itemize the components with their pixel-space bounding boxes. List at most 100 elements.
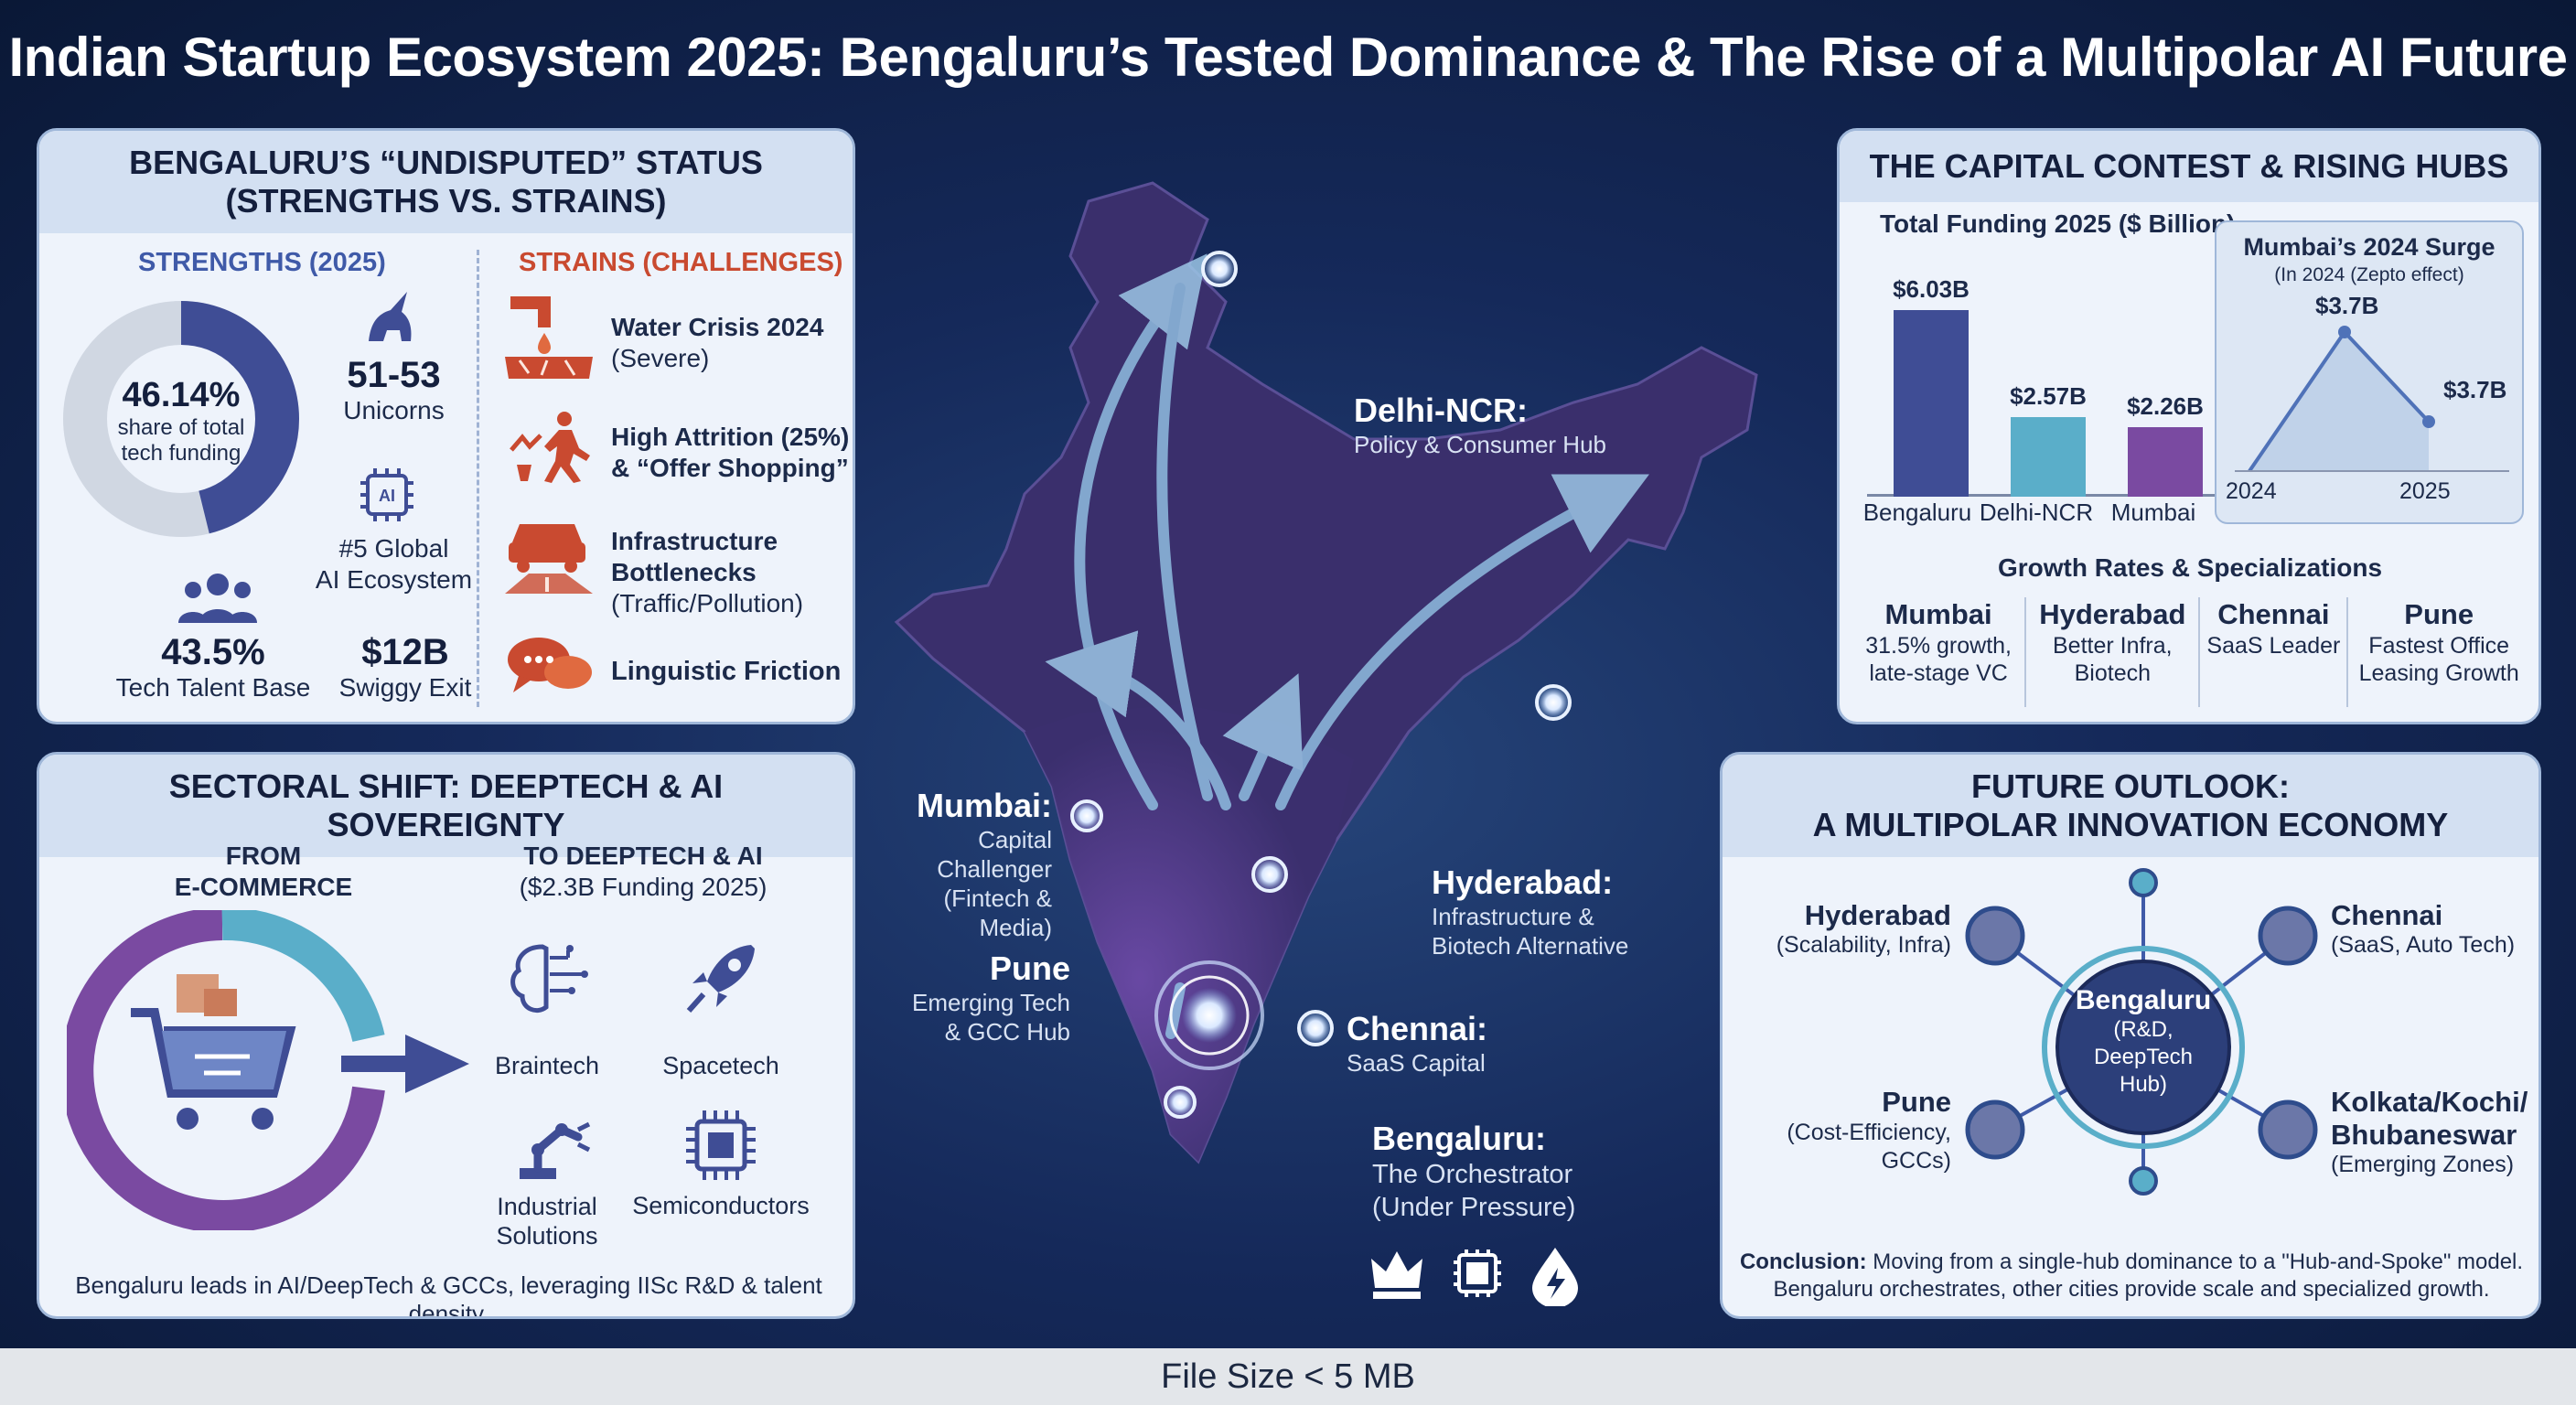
strain-water: Water Crisis 2024 (Severe) (611, 313, 824, 372)
page-title: Indian Startup Ecosystem 2025: Bengaluru… (8, 27, 2569, 88)
ai-chip-icon: AI (360, 468, 413, 521)
chennai-node[interactable] (1297, 1010, 1334, 1046)
bengaluru-node[interactable] (1154, 960, 1264, 1070)
capital-panel-heading: THE CAPITAL CONTEST & RISING HUBS (1840, 131, 2538, 202)
donut-arc (63, 301, 299, 537)
bar-category-label: Bengaluru (1862, 499, 1972, 526)
bengaluru-icons (1371, 1248, 1578, 1306)
mumbai-node[interactable] (1070, 799, 1103, 832)
hub-node-bengaluru[interactable] (2055, 960, 2231, 1135)
funding-bar (1894, 309, 1969, 497)
outlook-panel: FUTURE OUTLOOK: A MULTIPOLAR INNOVATION … (1720, 752, 2541, 1319)
shopping-cart-icon (131, 974, 296, 1130)
mumbai-label: Mumbai: Capital Challenger (Fintech & Me… (917, 787, 1052, 941)
surge-inset: Mumbai’s 2024 Surge (In 2024 (Zepto effe… (2215, 220, 2524, 524)
surge-peak-label: $3.7B (2315, 292, 2379, 319)
spoke-node-kolkata[interactable] (2258, 1099, 2318, 1160)
capital-panel: THE CAPITAL CONTEST & RISING HUBS Total … (1837, 128, 2541, 724)
strain-infrastructure: Infrastructure Bottlenecks (Traffic/Poll… (611, 527, 804, 617)
surge-point-end (2422, 415, 2435, 428)
surge-area (2249, 332, 2429, 471)
bar-category-label: Mumbai (2110, 499, 2196, 526)
attrition-icon (510, 412, 590, 483)
funding-bar-label: $6.03B (1893, 274, 1970, 303)
funding-bar-label: $2.57B (2010, 382, 2087, 410)
funding-chart-title: Total Funding 2025 ($ Billion) (1880, 209, 2236, 238)
growth-title: Growth Rates & Specializations (1997, 553, 2383, 582)
chennai-label: Chennai: SaaS Capital (1347, 1010, 1488, 1077)
hub-spoke-diagram (1965, 868, 2318, 1196)
transition-graphic (67, 910, 469, 1230)
sector-panel-heading: SECTORAL SHIFT: DEEPTECH & AI SOVEREIGNT… (39, 755, 853, 857)
speech-bubbles-icon (508, 638, 592, 692)
spoke-kolkata: Kolkata/Kochi/ Bhubaneswar (Emerging Zon… (2331, 1086, 2528, 1177)
spoke-chennai: Chennai (SaaS, Auto Tech) (2331, 899, 2516, 958)
robot-arm-icon (520, 1121, 591, 1179)
spec-pune: Pune Fastest Office Leasing Growth (2358, 598, 2519, 686)
pune-label: Pune Emerging Tech & GCC Hub (912, 949, 1070, 1046)
hub-label: Bengaluru (R&D, DeepTech Hub) (2075, 985, 2212, 1097)
surge-x-2025: 2025 (2399, 478, 2451, 504)
to-deeptech: TO DEEPTECH & AI ($2.3B Funding 2025) (519, 842, 767, 901)
spoke-node-chennai[interactable] (2258, 906, 2318, 966)
spoke-hyderabad: Hyderabad (Scalability, Infra) (1776, 899, 1951, 958)
transition-arrow-icon (405, 1035, 469, 1093)
spoke-node-hyderabad[interactable] (1965, 906, 2025, 966)
spec-grid: Mumbai 31.5% growth, late-stage VC Hyder… (1852, 597, 2529, 707)
spec-mumbai: Mumbai 31.5% growth, late-stage VC (1852, 597, 2027, 707)
transition-arc-purple (67, 910, 385, 1230)
people-icon (178, 574, 257, 623)
talent-stat: 43.5% Tech Talent Base (115, 632, 311, 702)
surge-line-chart (2235, 326, 2509, 473)
spoke-pune: Pune (Cost-Efficiency, GCCs) (1787, 1086, 1951, 1174)
swiggy-stat: $12B Swiggy Exit (338, 632, 472, 702)
crown-icon (1371, 1251, 1422, 1299)
unicorns-stat: 51-53 Unicorns (343, 355, 445, 424)
sector-panel: SECTORAL SHIFT: DEEPTECH & AI SOVEREIGNT… (37, 752, 855, 1319)
braintech-icon (510, 944, 588, 1013)
funding-share-donut (63, 301, 299, 537)
sector-semiconductors: Semiconductors (632, 1192, 810, 1219)
spec-chennai: Chennai SaaS Leader (2200, 597, 2349, 707)
bar-category-label: Delhi-NCR (1979, 499, 2094, 526)
strain-linguistic: Linguistic Friction (611, 657, 842, 686)
pune-lower-node[interactable] (1164, 1086, 1197, 1119)
conclusion: Conclusion: Moving from a single-hub dom… (1739, 1249, 2524, 1302)
unicorn-icon (369, 292, 412, 341)
bar-area: $6.03B $2.57B $2.26B (1867, 275, 2215, 497)
from-ecommerce: FROM E-COMMERCE (174, 842, 353, 901)
kolkata-node[interactable] (1535, 684, 1572, 721)
delhi-label: Delhi-NCR: Policy & Consumer Hub (1354, 391, 1606, 458)
india-map (894, 181, 1758, 1164)
surge-x-2024: 2024 (2226, 478, 2277, 504)
transition-arc-teal (221, 910, 385, 1043)
funding-bar (2128, 426, 2203, 497)
connection-arrows (1045, 253, 1649, 1039)
semiconductor-icon (686, 1110, 756, 1180)
sector-note: Bengaluru leads in AI/DeepTech & GCCs, l… (75, 1271, 822, 1319)
traffic-icon (505, 524, 593, 594)
strain-attrition: High Attrition (25%) & “Offer Shopping” (611, 423, 850, 482)
droplet-bolt-icon (1532, 1248, 1578, 1306)
funding-bar-chart: $6.03B $2.57B $2.26B (1867, 275, 2215, 497)
spec-hyderabad: Hyderabad Better Infra, Biotech (2026, 597, 2201, 707)
funding-bar (2011, 417, 2086, 497)
spoke-node-pune[interactable] (1965, 1099, 2025, 1160)
sector-braintech: Braintech (494, 1052, 600, 1079)
surge-subtitle: (In 2024 (Zepto effect) (2274, 264, 2464, 285)
strains-title: STRAINS (CHALLENGES) (519, 248, 843, 277)
delhi-node[interactable] (1201, 251, 1238, 287)
sector-industrial: Industrial Solutions (496, 1193, 598, 1249)
sector-spacetech: Spacetech (662, 1052, 779, 1079)
south-india-region (1025, 704, 1354, 1162)
status-panel: BENGALURU’S “UNDISPUTED” STATUS (STRENGT… (37, 128, 855, 724)
svg-text:AI: AI (379, 487, 395, 505)
hyderabad-node[interactable] (1251, 856, 1288, 893)
strengths-title: STRENGTHS (2025) (138, 248, 386, 277)
chip-icon (1454, 1249, 1501, 1297)
file-size-footer: File Size < 5 MB (0, 1348, 2576, 1405)
rocket-icon (686, 945, 755, 1013)
spoke-node-top (2129, 868, 2158, 897)
spoke-node-bottom (2129, 1166, 2158, 1196)
outlook-panel-heading: FUTURE OUTLOOK: A MULTIPOLAR INNOVATION … (1723, 755, 2538, 857)
